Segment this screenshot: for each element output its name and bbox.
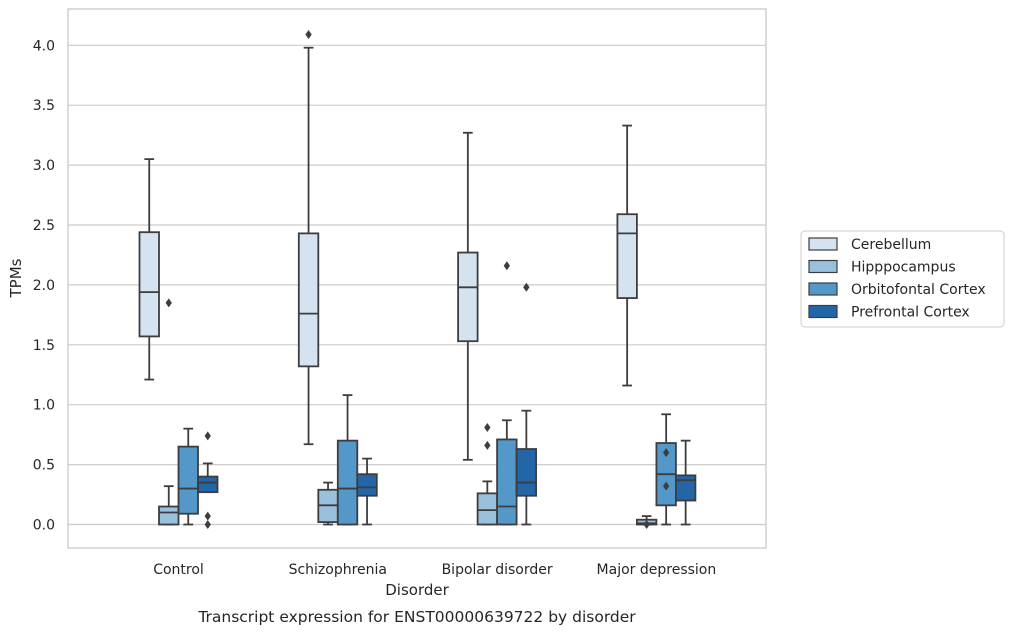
y-tick-label: 0.0 <box>33 518 55 534</box>
legend-item: Orbitofontal Cortex <box>808 282 986 298</box>
iqr-box <box>476 492 499 526</box>
x-tick-labels: Control Schizophrenia Bipolar disorder Majo… <box>153 562 716 578</box>
iqr-box <box>158 505 180 526</box>
y-tick-label: 3.0 <box>33 158 55 174</box>
x-tick-label: Schizophrenia <box>289 562 387 578</box>
box-3-2 <box>515 282 537 526</box>
outlier-point <box>503 261 510 271</box>
legend-frame <box>800 230 1005 328</box>
iqr-box <box>297 232 320 368</box>
legend: Cerebellum Hipppocampus Orbitofontal Corte… <box>800 230 1005 328</box>
y-tick-label: 1.0 <box>33 398 55 414</box>
y-axis-title: TPMs <box>7 258 25 298</box>
box-1-2 <box>476 422 499 526</box>
outlier-point <box>523 282 530 292</box>
y-tick-label: 2.5 <box>33 218 55 234</box>
iqr-box <box>197 475 219 494</box>
outlier-point <box>663 448 670 458</box>
outlier-point <box>643 520 650 529</box>
legend-item: Cerebellum <box>808 237 931 253</box>
chart-caption: Transcript expression for ENST0000063972… <box>197 608 636 626</box>
legend-item: Hipppocampus <box>808 259 956 276</box>
legend-label: Cerebellum <box>851 237 931 253</box>
y-tick-label: 0.5 <box>33 458 55 474</box>
legend-swatch <box>808 259 838 274</box>
outlier-point <box>204 431 211 441</box>
box-2-0 <box>177 427 199 526</box>
iqr-box <box>616 213 638 299</box>
box-0-1 <box>297 30 320 446</box>
legend-label: Prefrontal Cortex <box>851 305 970 321</box>
x-tick-label: Control <box>153 562 204 578</box>
box-0-3 <box>616 124 638 387</box>
x-tick-label: Bipolar disorder <box>442 562 553 578</box>
box-0-0 <box>138 158 160 381</box>
y-tick-label: 2.0 <box>33 278 55 294</box>
iqr-box <box>356 473 378 497</box>
iqr-box <box>177 445 199 515</box>
box-3-1 <box>356 457 378 526</box>
y-tick-label: 3.5 <box>33 98 55 114</box>
y-tick-label: 4.0 <box>33 38 55 54</box>
box-1-3 <box>636 515 658 529</box>
outlier-point <box>484 422 491 432</box>
outlier-point <box>484 440 491 450</box>
iqr-box <box>515 448 537 497</box>
box-3-0 <box>197 431 219 529</box>
x-tick-label: Major depression <box>597 562 717 578</box>
box-0-2 <box>457 131 479 461</box>
iqr-box <box>138 231 160 338</box>
outlier-point <box>165 298 172 308</box>
box-1-0 <box>158 298 180 526</box>
legend-swatch <box>808 304 838 319</box>
y-tick-labels: 0.0 0.5 1.0 1.5 2.0 2.5 3.0 3.5 4.0 <box>33 38 55 533</box>
iqr-box <box>457 251 479 343</box>
box-3-3 <box>675 439 697 526</box>
outlier-point <box>663 481 670 491</box>
y-tick-label: 1.5 <box>33 338 55 354</box>
legend-label: Hipppocampus <box>851 260 956 276</box>
boxes <box>138 30 697 529</box>
legend-swatch <box>808 237 838 251</box>
iqr-box <box>675 474 697 502</box>
x-axis-title: Disorder <box>385 581 449 599</box>
plot-frame <box>67 8 767 549</box>
outlier-point <box>204 511 211 521</box>
legend-item: Prefrontal Cortex <box>808 304 970 321</box>
box-2-1 <box>336 394 359 526</box>
legend-label: Orbitofontal Cortex <box>851 282 986 298</box>
iqr-box <box>336 439 359 526</box>
legend-swatch <box>808 282 838 296</box>
box-2-3 <box>655 413 677 526</box>
outlier-point <box>204 520 211 529</box>
iqr-box <box>496 438 518 526</box>
box-1-1 <box>317 481 339 526</box>
legend-items: Cerebellum Hipppocampus Orbitofontal Corte… <box>808 237 986 321</box>
outlier-point <box>305 30 312 40</box>
